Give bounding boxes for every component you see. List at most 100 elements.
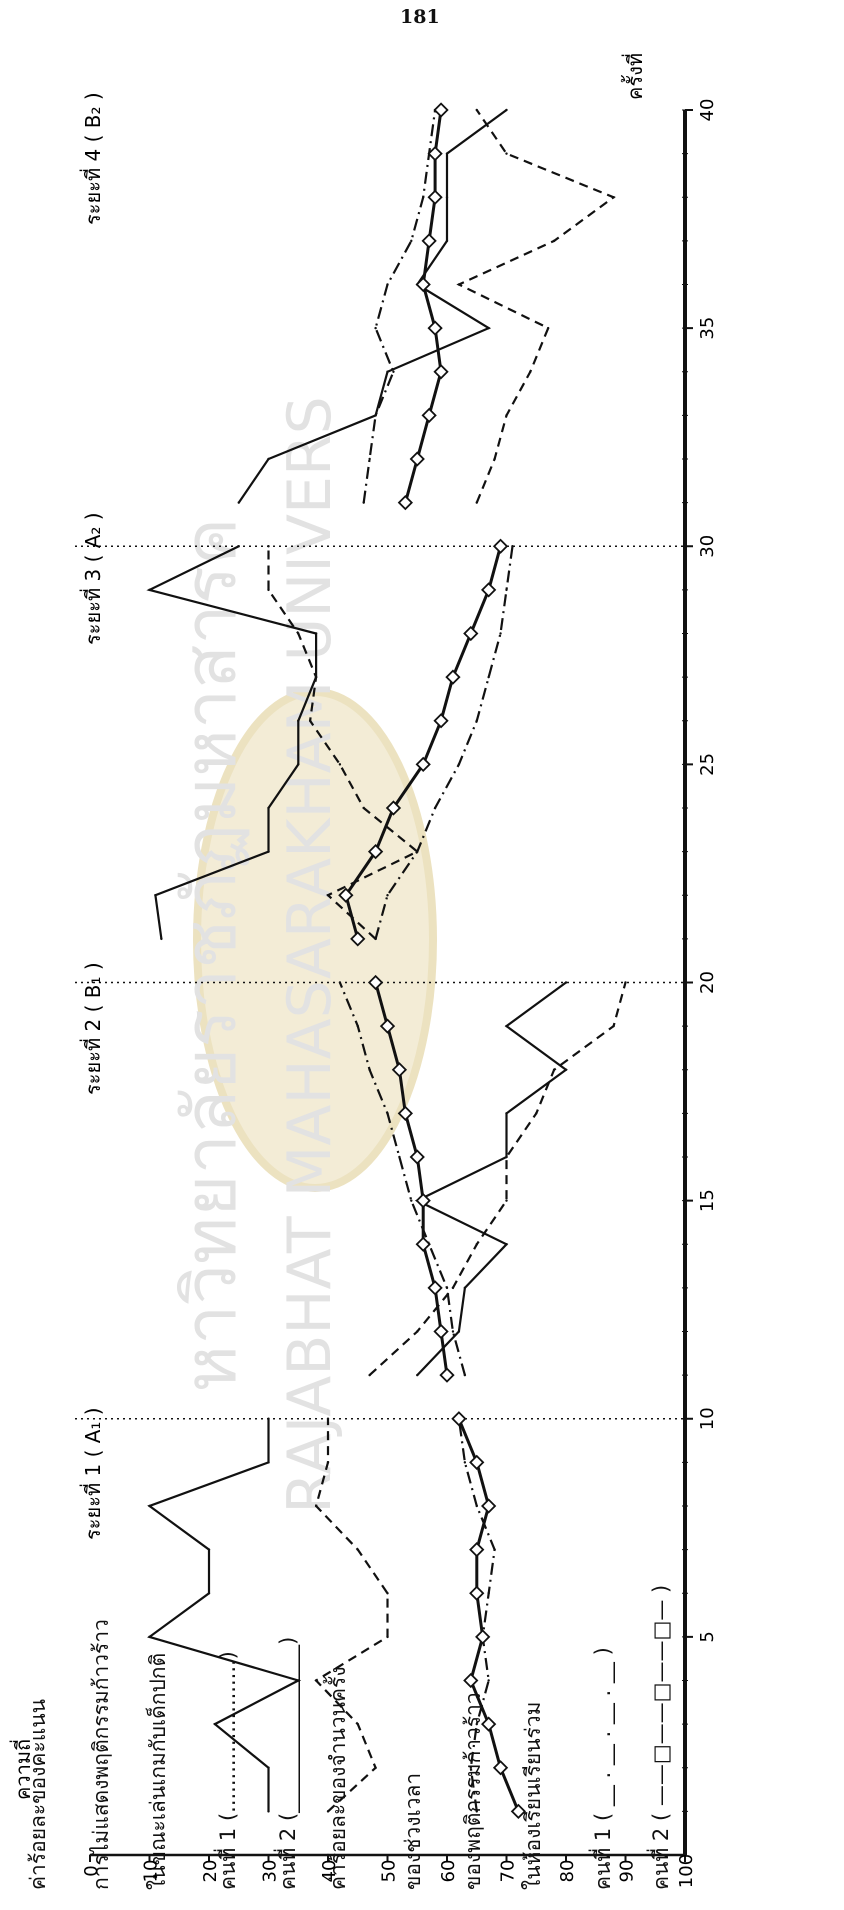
data-point <box>148 1635 151 1639</box>
x-axis-label: ครั้งที่ <box>621 53 647 100</box>
data-point <box>267 1417 270 1420</box>
data-point <box>499 632 502 635</box>
data-point <box>392 370 395 373</box>
data-point <box>493 457 496 461</box>
data-point <box>267 457 270 461</box>
data-point <box>457 1330 461 1333</box>
data-point <box>529 370 532 373</box>
y-axis-label: ความถี่ <box>9 1739 35 1800</box>
data-point <box>463 1286 467 1290</box>
data-point <box>415 276 431 293</box>
data-point <box>422 196 425 199</box>
data-point <box>505 108 508 112</box>
phase-label: ระยะที่ 4 ( B₂ ) <box>79 92 105 225</box>
data-point <box>439 1367 455 1383</box>
data-point <box>433 1323 449 1340</box>
series-line <box>368 982 627 1376</box>
data-point <box>338 981 342 984</box>
data-point <box>374 1766 377 1769</box>
data-point <box>492 1760 509 1776</box>
data-point <box>267 588 270 592</box>
data-point <box>386 370 389 373</box>
y-tick-label: 30 <box>260 1860 281 1883</box>
data-point <box>433 364 449 380</box>
watermark-line1: หาวิทยาลัยราชภัฏมหาสารค <box>168 517 252 1392</box>
data-point <box>481 1716 497 1732</box>
x-tick-label: 40 <box>697 99 718 122</box>
legend-line: ของพฤติกรรมก้าวร้าว <box>461 1692 485 1890</box>
data-point <box>505 1155 508 1159</box>
data-point <box>505 414 508 417</box>
data-point <box>481 1498 497 1514</box>
series-line <box>374 546 514 940</box>
data-point <box>475 1243 478 1246</box>
page-number: 181 <box>400 6 440 28</box>
data-point <box>386 894 389 897</box>
data-point <box>314 675 318 679</box>
series-4 <box>338 102 527 1820</box>
data-point <box>267 545 270 548</box>
data-point <box>297 719 300 722</box>
phase-label: ระยะที่ 3 ( A₂ ) <box>79 512 105 645</box>
data-point <box>505 1024 508 1028</box>
data-point <box>433 102 449 118</box>
phase-label: ระยะที่ 2 ( B₁ ) <box>79 962 105 1095</box>
data-point <box>427 1280 443 1296</box>
data-point <box>415 1236 431 1252</box>
data-point <box>469 1541 485 1558</box>
data-point <box>356 1548 359 1551</box>
data-point <box>308 719 312 722</box>
data-point <box>552 239 556 243</box>
data-point <box>154 894 157 897</box>
data-point <box>481 582 497 598</box>
data-point <box>207 1592 211 1595</box>
data-point <box>416 1330 419 1333</box>
data-point <box>505 1112 508 1115</box>
data-point <box>314 1679 318 1682</box>
legend-line: ในห้องเรียนเรียนร่วม <box>521 1702 545 1890</box>
data-point <box>416 850 419 853</box>
data-point <box>314 632 318 635</box>
legend-line: คนที่ 1 ( __ . __ . __ . __ ) <box>588 1647 616 1890</box>
data-point <box>409 1149 425 1165</box>
data-point <box>475 1504 478 1508</box>
series-line <box>362 109 437 503</box>
data-point <box>267 1766 270 1769</box>
data-point <box>297 763 300 766</box>
series-line <box>314 1418 389 1813</box>
data-point <box>463 1461 467 1464</box>
data-point <box>368 1068 371 1071</box>
data-point <box>421 407 437 424</box>
data-point <box>267 806 270 810</box>
y-tick-label: 40 <box>319 1860 340 1883</box>
data-point <box>356 1024 359 1028</box>
data-point <box>374 414 377 417</box>
data-point <box>386 283 389 286</box>
y-tick-label: 100 <box>676 1854 697 1888</box>
data-point <box>267 850 270 853</box>
data-point <box>475 501 478 504</box>
data-point <box>427 189 443 205</box>
data-point <box>374 937 377 941</box>
data-point <box>326 1417 330 1420</box>
data-point <box>207 1548 211 1551</box>
series-line <box>344 545 502 940</box>
data-point <box>475 1629 491 1645</box>
legend-line: การไม่แสดงพฤติกรรมก้าวร้าว <box>89 1619 113 1890</box>
data-point <box>451 1330 455 1333</box>
data-point <box>469 1766 472 1769</box>
data-point <box>433 713 449 729</box>
data-point <box>463 1373 467 1377</box>
data-point <box>237 545 240 548</box>
y-tick-label: 70 <box>498 1860 519 1883</box>
data-point <box>475 719 478 722</box>
data-point <box>326 1810 330 1813</box>
series-line <box>414 981 568 1376</box>
series-3 <box>338 108 514 1813</box>
data-point <box>433 806 437 810</box>
x-tick-label: 25 <box>697 753 718 776</box>
data-point <box>487 1679 490 1682</box>
x-tick-label: 10 <box>697 1407 718 1430</box>
legend-line: ของช่วงเวลา <box>401 1773 425 1890</box>
